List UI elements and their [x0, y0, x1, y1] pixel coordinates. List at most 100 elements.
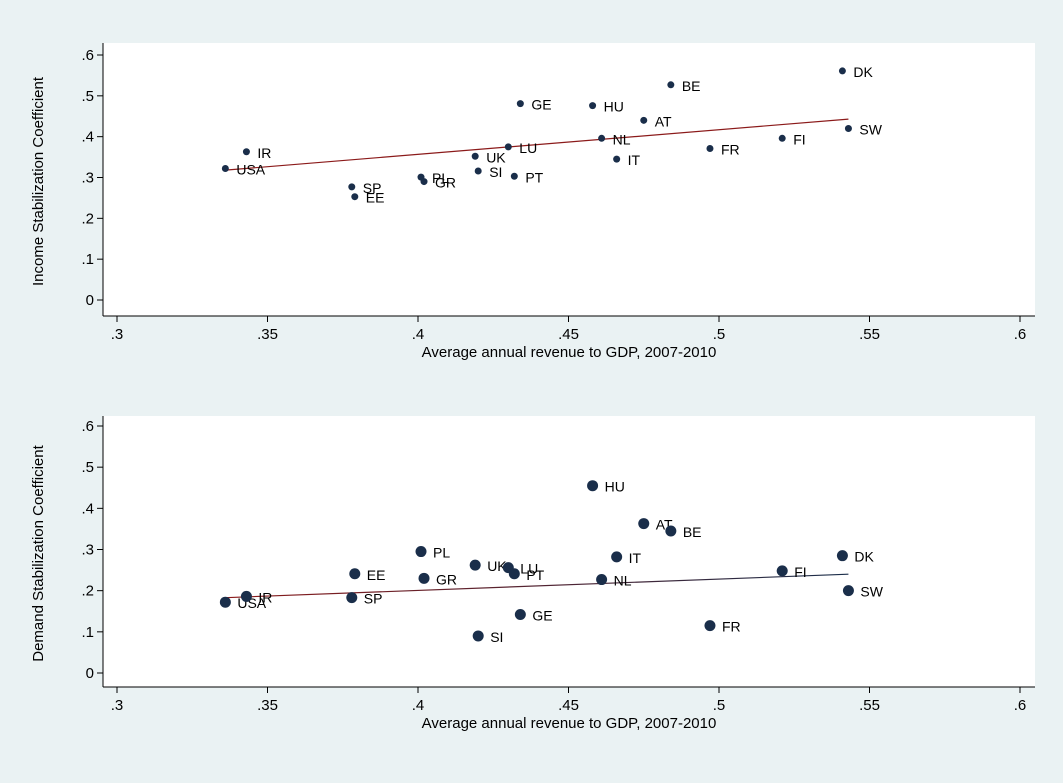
point-label-pt: PT	[526, 567, 544, 583]
data-point-fi	[778, 134, 786, 142]
y-tick-label: .2	[81, 583, 94, 600]
point-label-at: AT	[655, 113, 672, 129]
data-point-lu	[504, 143, 512, 151]
x-tick-label: .45	[558, 326, 579, 343]
data-point-fi	[776, 565, 788, 577]
point-label-pl: PL	[432, 170, 449, 186]
data-point-sw	[844, 125, 852, 132]
y-tick-label: .1	[81, 624, 94, 641]
income-stabilization-panel: 0 .1 .2 .3 .4 .5 .6 .3 .35 .4 .45 .5 .55 .6 Average an…	[30, 43, 1035, 361]
point-label-fr: FR	[721, 142, 740, 158]
y-tick-label: .4	[81, 500, 94, 517]
y-tick-label: .6	[81, 47, 94, 64]
data-point-be	[665, 525, 677, 537]
data-point-be	[667, 81, 675, 89]
plot-area	[103, 43, 1035, 316]
data-point-dk	[836, 550, 848, 562]
point-label-uk: UK	[486, 149, 506, 165]
point-label-lu: LU	[520, 561, 538, 577]
x-tick-label: .3	[111, 697, 124, 714]
x-tick-label: .35	[257, 697, 278, 714]
point-label-ir: IR	[257, 145, 271, 161]
y-tick-label: .2	[81, 210, 94, 227]
point-label-be: BE	[682, 78, 701, 94]
data-point-it	[613, 155, 621, 163]
y-tick-label: .6	[81, 418, 94, 435]
data-point-ir	[242, 148, 250, 156]
data-point-sw	[842, 585, 854, 597]
data-point-ir	[240, 590, 252, 602]
data-point-ee	[349, 568, 361, 580]
data-point-it	[611, 551, 623, 563]
point-label-dk: DK	[854, 549, 874, 565]
data-point-ge	[514, 609, 526, 621]
point-label-lu: LU	[519, 140, 537, 156]
point-label-uk: UK	[487, 558, 507, 574]
data-point-hu	[587, 480, 599, 492]
data-point-gr	[420, 178, 428, 186]
point-label-hu: HU	[604, 99, 624, 115]
y-axis-title: Income Stabilization Coefficient	[30, 76, 47, 286]
y-tick-label: .3	[81, 170, 94, 187]
x-tick-label: .5	[713, 697, 726, 714]
y-tick-label: .5	[81, 459, 94, 476]
x-tick-label: .6	[1014, 326, 1027, 343]
data-point-si	[472, 630, 484, 642]
demand-stabilization-panel: 0 .1 .2 .3 .4 .5 .6 .3 .35 .4 .45 .5 .55 .6 Average an…	[30, 416, 1035, 732]
data-point-pt	[508, 568, 520, 580]
data-point-sp	[346, 592, 358, 604]
point-label-fi: FI	[794, 564, 806, 580]
y-tick-label: .5	[81, 88, 94, 105]
data-point-usa	[219, 596, 231, 608]
point-label-it: IT	[628, 152, 641, 168]
data-point-nl	[598, 134, 606, 142]
data-point-sp	[348, 183, 356, 191]
x-axis-title: Average annual revenue to GDP, 2007-2010	[422, 344, 717, 361]
y-tick-label: .4	[81, 129, 94, 146]
y-axis-title: Demand Stabilization Coefficient	[30, 444, 47, 661]
data-point-fr	[706, 145, 714, 153]
point-label-ir: IR	[258, 589, 272, 605]
point-label-nl: NL	[614, 573, 632, 589]
data-point-at	[638, 518, 650, 530]
x-tick-label: .55	[859, 326, 880, 343]
point-label-be: BE	[683, 524, 702, 540]
point-label-ge: GE	[532, 608, 552, 624]
x-tick-label: .6	[1014, 697, 1027, 714]
point-label-ge: GE	[531, 97, 551, 113]
x-tick-label: .4	[412, 326, 425, 343]
point-label-sw: SW	[860, 584, 883, 600]
fitted-line	[225, 118, 849, 171]
point-label-dk: DK	[853, 64, 873, 80]
point-label-usa: USA	[236, 162, 265, 178]
data-point-pt	[510, 172, 518, 180]
y-tick-label: 0	[86, 665, 94, 682]
data-point-uk	[469, 559, 481, 571]
data-point-pl	[415, 546, 427, 558]
x-tick-label: .45	[558, 697, 579, 714]
data-point-ee	[351, 193, 359, 201]
y-tick-label: .3	[81, 542, 94, 559]
data-point-fr	[704, 620, 716, 632]
data-point-hu	[589, 102, 597, 110]
data-point-uk	[471, 152, 479, 160]
point-label-gr: GR	[435, 175, 456, 191]
data-point-si	[474, 167, 482, 175]
point-label-ee: EE	[367, 567, 386, 583]
point-label-gr: GR	[436, 571, 457, 587]
data-point-at	[640, 116, 648, 124]
x-tick-label: .55	[859, 697, 880, 714]
data-point-dk	[838, 67, 846, 75]
point-label-nl: NL	[613, 131, 631, 147]
point-label-fi: FI	[793, 131, 805, 147]
data-point-usa	[221, 165, 229, 173]
point-label-sp: SP	[363, 180, 382, 196]
data-point-nl	[596, 574, 608, 586]
point-label-ee: EE	[366, 190, 385, 206]
x-tick-label: .5	[713, 326, 726, 343]
data-point-gr	[418, 572, 430, 584]
fitted-line	[225, 573, 849, 599]
point-label-sw: SW	[859, 122, 882, 138]
